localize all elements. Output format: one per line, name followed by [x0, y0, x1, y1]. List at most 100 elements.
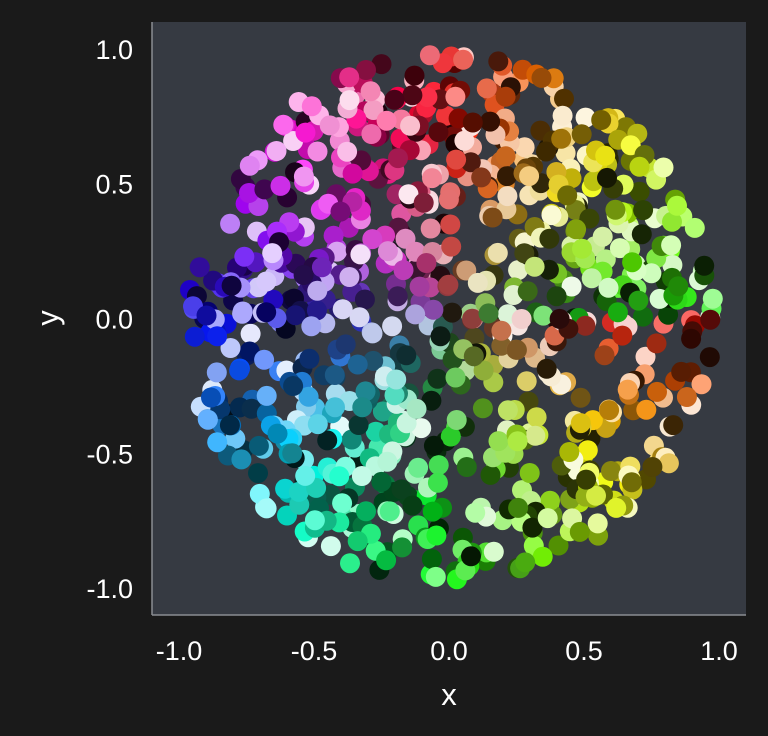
scatter-point — [607, 302, 628, 323]
scatter-point — [569, 521, 590, 542]
scatter-point — [561, 276, 582, 297]
scatter-point — [298, 386, 319, 407]
scatter-point — [570, 387, 591, 408]
scatter-point — [467, 272, 488, 293]
scatter-point — [419, 45, 440, 66]
scatter-point — [570, 413, 591, 434]
scatter-point — [221, 275, 242, 296]
points-layer — [180, 45, 723, 590]
scatter-point — [323, 225, 344, 246]
scatter-point — [440, 426, 461, 447]
scatter-point — [398, 184, 419, 205]
scatter-point — [339, 267, 360, 287]
scatter-point — [220, 213, 241, 234]
scatter-point — [462, 112, 483, 133]
scatter-point — [445, 367, 466, 388]
scatter-point — [201, 387, 221, 408]
scatter-point — [421, 549, 442, 569]
scatter-point — [642, 457, 663, 477]
scatter-point — [240, 323, 261, 344]
scatter-point — [629, 181, 650, 202]
scatter-point — [508, 260, 529, 281]
scatter-point — [594, 345, 615, 366]
scatter-point — [480, 464, 501, 485]
scatter-point — [671, 361, 692, 382]
scatter-point — [480, 111, 501, 132]
scatter-point — [219, 415, 240, 436]
scatter-point — [273, 114, 294, 135]
scatter-point — [661, 235, 682, 256]
scatter-point — [267, 423, 288, 444]
scatter-point — [360, 81, 381, 102]
scatter-point — [361, 124, 382, 144]
scatter-point — [384, 385, 405, 406]
scatter-point — [622, 252, 643, 273]
scatter-point — [409, 276, 430, 297]
scatter-point — [266, 141, 287, 161]
scatter-point — [559, 442, 580, 462]
scatter-point — [453, 49, 474, 70]
scatter-point — [442, 302, 463, 323]
scatter-point — [628, 290, 649, 311]
scatter-point — [491, 320, 512, 341]
y-tick-label: 0.0 — [95, 305, 133, 335]
scatter-point — [337, 141, 358, 162]
scatter-point — [241, 398, 262, 419]
scatter-point — [599, 400, 620, 421]
scatter-point — [667, 195, 687, 216]
scatter-point — [239, 155, 260, 176]
scatter-point — [609, 238, 630, 259]
scatter-point — [621, 472, 642, 493]
scatter-point — [476, 78, 497, 99]
scatter-point — [377, 451, 398, 472]
y-tick-label: 1.0 — [95, 35, 133, 65]
scatter-point — [256, 271, 277, 292]
x-axis-label: x — [441, 677, 457, 712]
scatter-point — [662, 211, 682, 232]
scatter-point — [428, 455, 449, 476]
scatter-point — [285, 305, 306, 326]
scatter-point — [461, 546, 481, 567]
scatter-point — [422, 501, 443, 522]
scatter-point — [319, 115, 340, 136]
scatter-point — [514, 243, 535, 264]
scatter-point — [332, 493, 353, 514]
scatter-point — [207, 432, 228, 453]
scatter-point — [495, 146, 516, 167]
scatter-point — [262, 243, 283, 264]
y-tick-label: 0.5 — [95, 170, 133, 200]
scatter-point — [396, 413, 417, 434]
scatter-point — [330, 201, 351, 222]
scatter-point — [633, 306, 653, 327]
scatter-point — [256, 498, 277, 519]
scatter-point — [376, 550, 397, 571]
scatter-point — [663, 415, 684, 436]
scatter-point — [231, 449, 252, 470]
scatter-point — [641, 263, 662, 284]
scatter-point — [371, 471, 392, 492]
scatter-point — [575, 107, 596, 128]
scatter-point — [440, 214, 461, 235]
scatter-point — [430, 326, 451, 347]
scatter-point — [668, 276, 689, 297]
scatter-point — [629, 156, 650, 177]
scatter-point — [234, 246, 255, 267]
scatter-point — [454, 130, 475, 151]
scatter-point — [597, 167, 617, 188]
scatter-point — [416, 253, 437, 273]
scatter-point — [575, 315, 596, 336]
scatter-point — [612, 325, 633, 346]
scatter-point — [376, 110, 397, 131]
scatter-point — [507, 431, 528, 452]
scatter-point — [646, 333, 667, 354]
scatter-point — [371, 54, 392, 75]
scatter-point — [497, 186, 518, 207]
scatter-point — [658, 304, 679, 325]
scatter-point — [396, 345, 417, 366]
scatter-point — [307, 280, 328, 301]
scatter-point — [408, 457, 429, 478]
scatter-point — [351, 466, 372, 486]
scatter-point — [239, 183, 259, 203]
scatter-point — [522, 517, 543, 538]
